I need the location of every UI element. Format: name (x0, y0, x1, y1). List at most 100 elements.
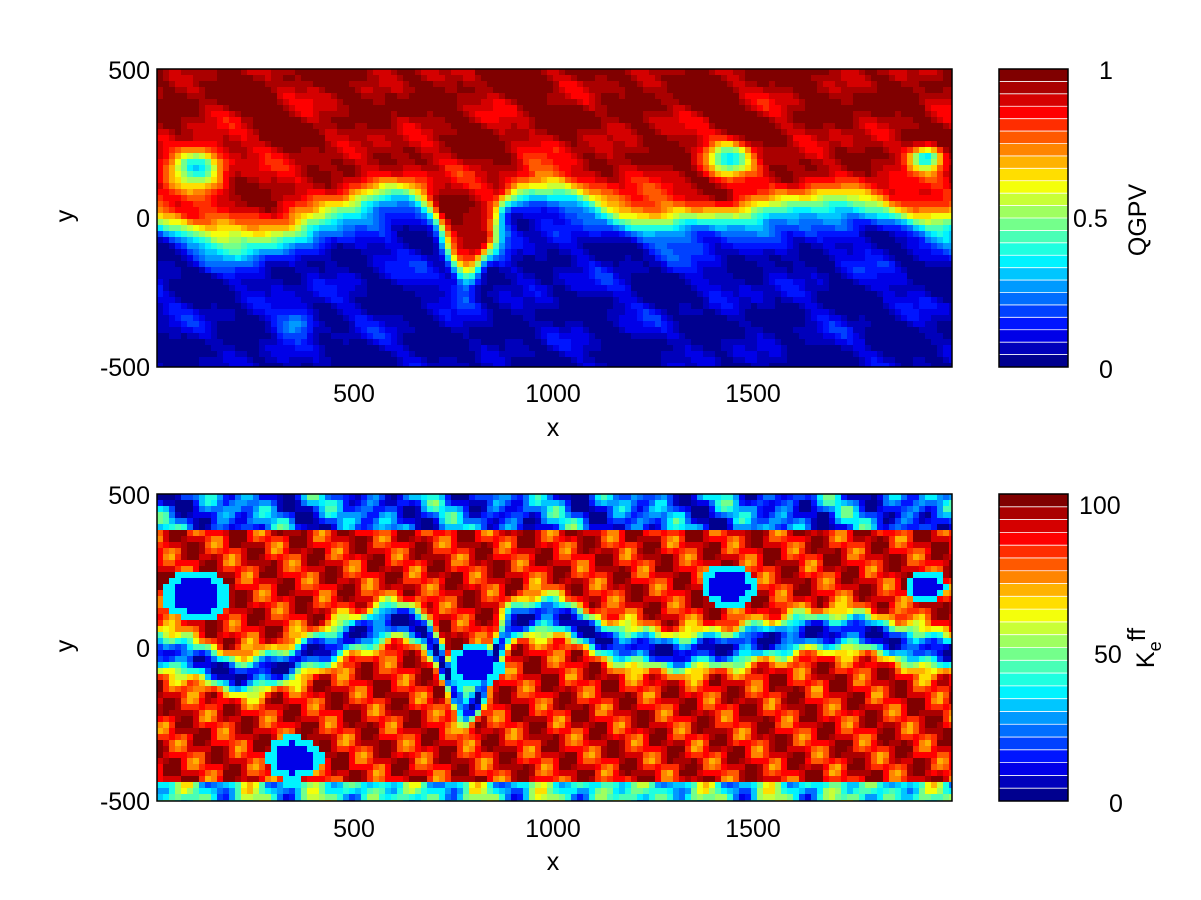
heatmap-cell (691, 219, 698, 226)
heatmap-cell (631, 183, 638, 190)
heatmap-cell (511, 105, 518, 112)
heatmap-cell (385, 255, 392, 262)
heatmap-cell (685, 297, 692, 304)
heatmap-cell (475, 93, 482, 100)
heatmap-cell (691, 177, 698, 184)
heatmap-cell (709, 123, 716, 130)
heatmap-cell (283, 363, 290, 367)
heatmap-cell (265, 303, 272, 310)
heatmap-cell (277, 327, 284, 334)
heatmap-cell (541, 99, 548, 106)
heatmap-cell (265, 177, 272, 184)
heatmap-cell (613, 219, 620, 226)
heatmap-cell (673, 213, 680, 220)
heatmap-cell (739, 75, 746, 82)
heatmap-cell (523, 123, 530, 130)
heatmap-cell (499, 225, 506, 232)
heatmap-cell (643, 117, 650, 124)
heatmap-cell (313, 207, 320, 214)
heatmap-cell (307, 291, 314, 298)
heatmap-cell (679, 303, 686, 310)
heatmap-cell (157, 321, 164, 328)
heatmap-cell (169, 141, 176, 148)
heatmap-cell (595, 243, 602, 250)
heatmap-cell (571, 273, 578, 280)
heatmap-cell (229, 195, 236, 202)
heatmap-cell (163, 297, 170, 304)
heatmap-cell (733, 255, 740, 262)
heatmap-cell (541, 87, 548, 94)
heatmap-cell (715, 207, 722, 214)
heatmap-cell (169, 249, 176, 256)
heatmap-cell (673, 261, 680, 268)
heatmap-cell (493, 129, 500, 136)
heatmap-cell (301, 183, 308, 190)
heatmap-cell (553, 303, 560, 310)
heatmap-cell (625, 273, 632, 280)
heatmap-cell (361, 273, 368, 280)
heatmap-cell (535, 165, 542, 172)
heatmap-cell (475, 285, 482, 292)
heatmap-cell (331, 303, 338, 310)
heatmap-cell (307, 195, 314, 202)
heatmap-cell (355, 171, 362, 178)
heatmap-cell (643, 111, 650, 118)
heatmap-cell (355, 327, 362, 334)
heatmap-cell (739, 153, 746, 160)
heatmap-cell (235, 327, 242, 334)
heatmap-cell (265, 333, 272, 340)
heatmap-cell (607, 165, 614, 172)
heatmap-cell (163, 69, 170, 76)
heatmap-cell (469, 99, 476, 106)
heatmap-cell (553, 177, 560, 184)
heatmap-cell (571, 363, 578, 367)
heatmap-cell (637, 117, 644, 124)
heatmap-cell (493, 273, 500, 280)
heatmap-cell (631, 105, 638, 112)
heatmap-cell (283, 123, 290, 130)
heatmap-cell (571, 75, 578, 82)
heatmap-cell (649, 297, 656, 304)
heatmap-cell (745, 195, 752, 202)
heatmap-cell (697, 81, 704, 88)
heatmap-cell (301, 75, 308, 82)
heatmap-cell (643, 237, 650, 244)
heatmap-cell (391, 141, 398, 148)
heatmap-cell (211, 219, 218, 226)
heatmap-cell (667, 159, 674, 166)
heatmap-cell (391, 105, 398, 112)
heatmap-cell (679, 267, 686, 274)
heatmap-cell (427, 219, 434, 226)
heatmap-cell (361, 117, 368, 124)
heatmap-cell (541, 225, 548, 232)
heatmap-cell (655, 255, 662, 262)
heatmap-cell (631, 87, 638, 94)
heatmap-cell (643, 327, 650, 334)
heatmap-cell (373, 219, 380, 226)
heatmap-cell (415, 153, 422, 160)
heatmap-cell (667, 141, 674, 148)
heatmap-cell (559, 87, 566, 94)
heatmap-cell (643, 363, 650, 367)
heatmap-cell (619, 117, 626, 124)
heatmap-cell (433, 273, 440, 280)
heatmap-cell (733, 225, 740, 232)
heatmap-cell (175, 321, 182, 328)
heatmap-cell (319, 159, 326, 166)
heatmap-cell (607, 87, 614, 94)
heatmap-cell (283, 327, 290, 334)
heatmap-cell (505, 201, 512, 208)
heatmap-cell (157, 165, 164, 172)
heatmap-cell (547, 345, 554, 352)
heatmap-cell (697, 195, 704, 202)
heatmap-cell (289, 189, 296, 196)
heatmap-cell (265, 117, 272, 124)
heatmap-cell (235, 267, 242, 274)
heatmap-cell (751, 93, 758, 100)
heatmap-cell (643, 321, 650, 328)
heatmap-cell (463, 165, 470, 172)
heatmap-cell (619, 315, 626, 322)
heatmap-cell (205, 267, 212, 274)
heatmap-cell (223, 333, 230, 340)
heatmap-cell (391, 255, 398, 262)
